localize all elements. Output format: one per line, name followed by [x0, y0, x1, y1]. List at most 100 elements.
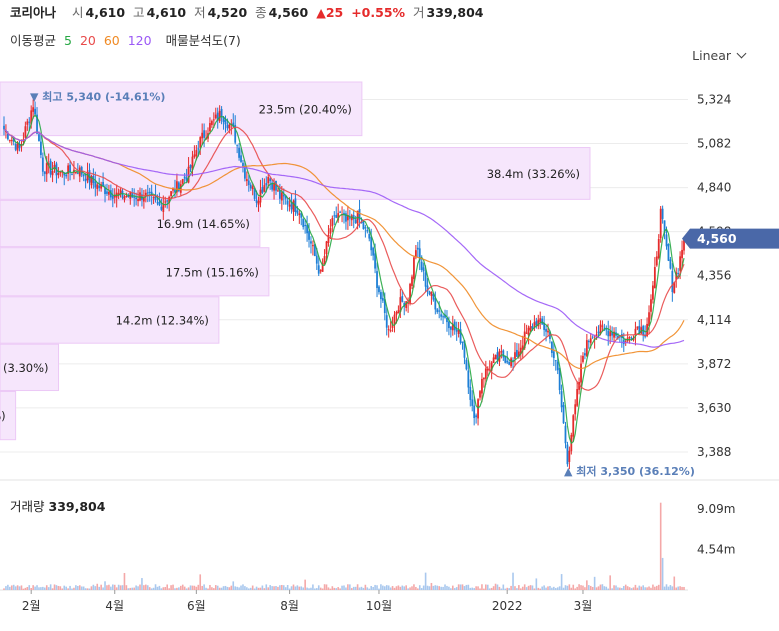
candle-body	[661, 208, 664, 219]
volume-bar	[393, 587, 396, 590]
candle-body	[416, 247, 419, 250]
candle-body	[232, 122, 235, 127]
moving-average-legend[interactable]: 이동평균 5 20 60 120 매물분석도(7)	[10, 30, 245, 49]
volume-bar	[127, 588, 130, 590]
date-axis: 2월 4월 6월 8월 10월 2022 3월	[22, 590, 592, 613]
volume-bar	[549, 585, 551, 590]
volume-bar	[465, 584, 468, 590]
candle-body	[414, 250, 417, 258]
candle-body	[172, 188, 174, 191]
candle-body	[512, 360, 514, 362]
candle-body	[337, 213, 340, 221]
volume-bar	[516, 588, 518, 590]
volume-bar	[634, 584, 637, 590]
volume-bar	[181, 584, 184, 590]
volume-bar	[203, 584, 205, 590]
volume-bar	[450, 588, 452, 590]
candle-body	[611, 332, 614, 336]
candle-body	[568, 450, 571, 462]
candle-body	[624, 341, 627, 343]
volume-bar	[160, 588, 163, 590]
candle-body	[265, 183, 268, 186]
volume-bar	[141, 578, 143, 590]
volume-bar	[18, 586, 21, 590]
candle-body	[315, 255, 318, 264]
volume-bar	[47, 587, 50, 590]
price-tick-label: 4,114	[697, 313, 731, 327]
candle-body	[38, 134, 40, 142]
volume-bar	[100, 584, 102, 590]
volume-bar	[341, 585, 343, 590]
volume-bar	[576, 586, 578, 590]
candle-body	[364, 227, 367, 229]
high-annotation: ▼ 최고 5,340 (-14.61%)	[30, 90, 165, 104]
volume-bar	[9, 586, 11, 590]
moving-average-lines	[3, 114, 685, 445]
candle-body	[234, 124, 237, 143]
candle-body	[523, 331, 526, 349]
price-tick-label: 5,082	[697, 137, 731, 151]
candle-body	[327, 234, 330, 244]
volume-bar	[376, 585, 378, 590]
volume-bar	[265, 584, 268, 590]
volume-bar	[366, 587, 369, 590]
profile-bar	[0, 391, 17, 441]
date-tick-label: 10월	[366, 599, 392, 613]
candle-body	[409, 283, 411, 304]
volume-bar	[611, 588, 613, 590]
volume-bar	[71, 588, 73, 590]
candle-body	[424, 272, 427, 287]
volume-bar	[452, 585, 454, 590]
candle-body	[550, 341, 553, 353]
candle-body	[589, 338, 592, 343]
volume-bar	[90, 586, 93, 590]
volume-bar	[417, 588, 419, 590]
volume-bar	[370, 585, 372, 590]
volume-bar	[380, 584, 382, 590]
volume-bar	[533, 588, 536, 590]
volume-bar	[525, 587, 528, 590]
candle-body	[628, 337, 631, 339]
volume-bar	[133, 587, 135, 590]
candle-body	[418, 248, 421, 261]
volume-bar	[570, 587, 573, 590]
scale-selector[interactable]: Linear	[692, 48, 747, 63]
volume-bar	[354, 586, 357, 590]
candle-body	[457, 329, 460, 334]
volume-bar	[356, 584, 359, 590]
candle-body	[24, 126, 27, 138]
volume-bar	[520, 588, 522, 590]
candle-body	[432, 293, 435, 300]
volume-bar	[372, 586, 374, 590]
candle-body	[67, 165, 70, 174]
volume-bar	[98, 586, 100, 590]
candle-body	[323, 256, 326, 265]
candle-body	[18, 144, 21, 149]
volume-bar	[304, 579, 306, 590]
volume-bar	[197, 584, 200, 590]
volume-bar	[49, 584, 52, 590]
volume-bar	[352, 586, 355, 590]
candle-body	[257, 201, 260, 205]
volume-bar	[580, 585, 582, 590]
candle-body	[591, 336, 594, 338]
volume-bar	[158, 585, 161, 590]
profile-bar	[0, 199, 261, 248]
volume-bar	[568, 584, 571, 590]
volume-tick-label: 9.09m	[697, 502, 735, 516]
volume-bar	[459, 584, 462, 590]
volume-bar	[430, 582, 433, 590]
volume-bar	[578, 584, 580, 590]
volume-bar	[199, 574, 202, 590]
volume-bar	[648, 586, 650, 590]
candle-body	[14, 144, 17, 150]
volume-bar	[397, 585, 400, 590]
volume-bar	[463, 586, 466, 590]
volume-bar	[609, 575, 611, 590]
volume-bar	[112, 584, 114, 590]
volume-bar	[5, 586, 7, 590]
volume-bar	[327, 587, 330, 590]
candle-body	[385, 315, 388, 328]
volume-profile-label[interactable]: 매물분석도(7)	[165, 33, 241, 48]
